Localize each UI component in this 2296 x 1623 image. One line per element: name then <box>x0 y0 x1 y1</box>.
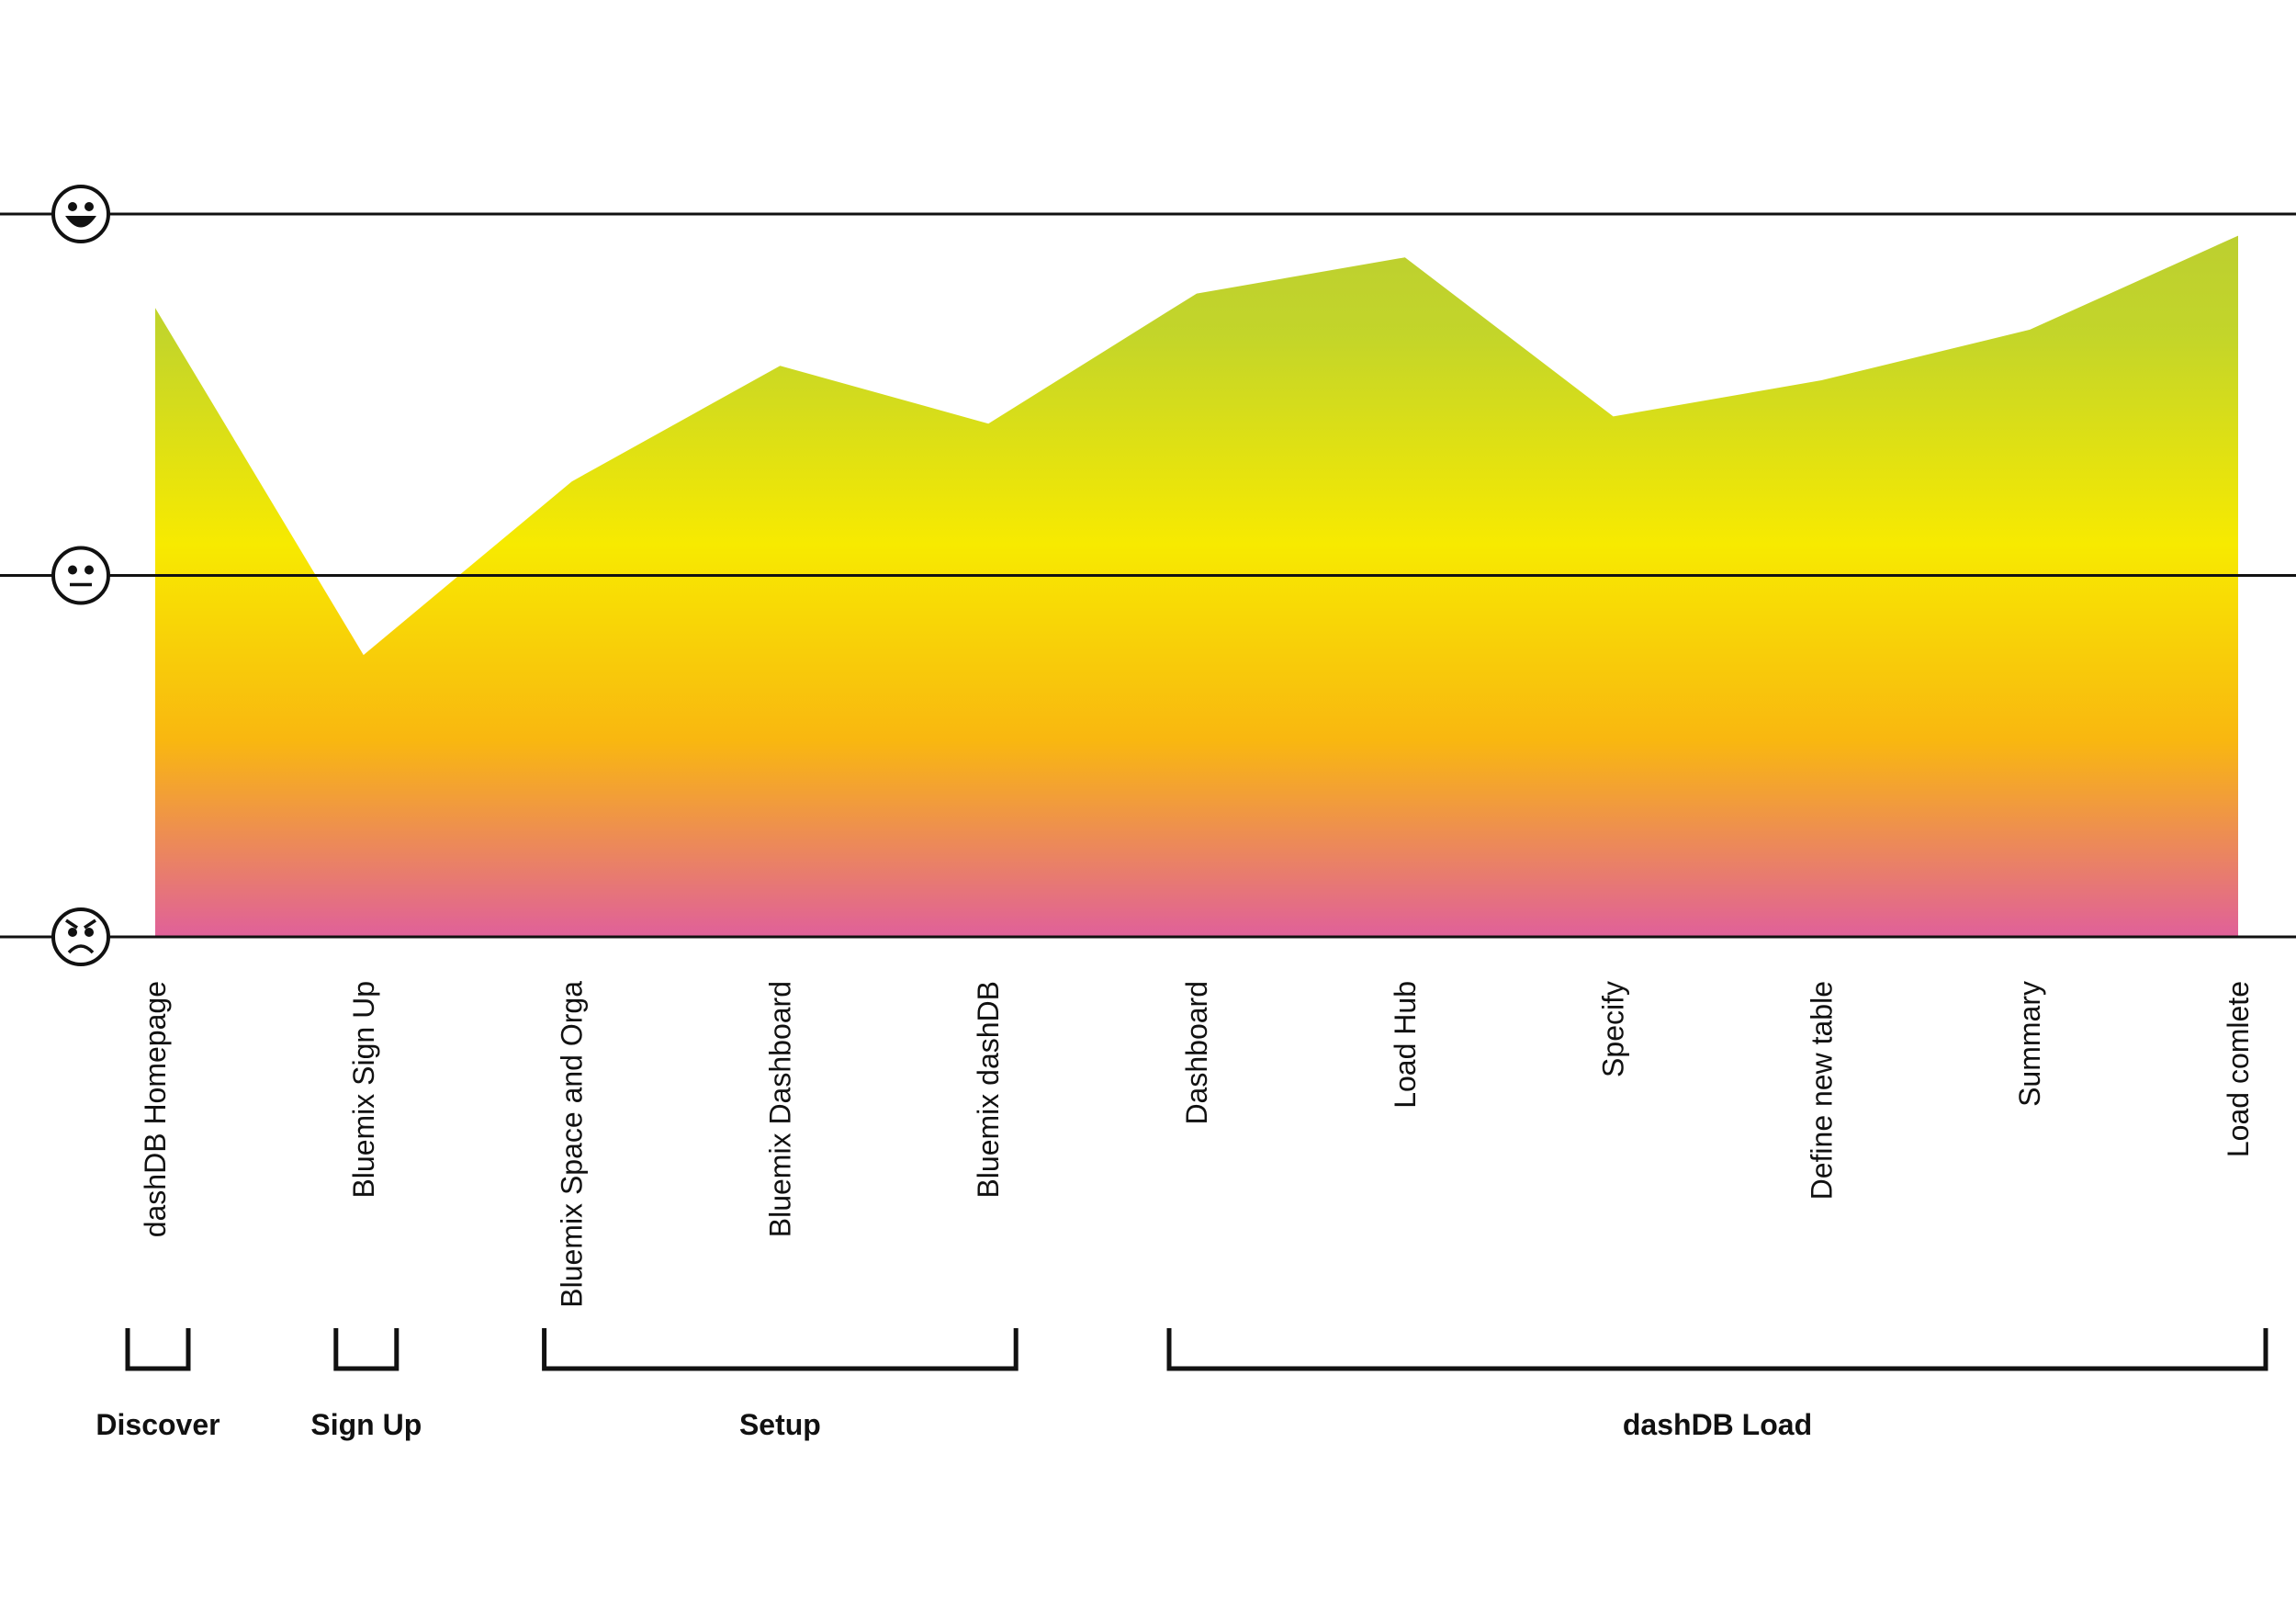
phase-bracket <box>1166 1328 2268 1371</box>
step-label: Bluemix Space and Orga <box>556 981 589 1308</box>
step-label: Specify <box>1597 981 1630 1077</box>
angry-face-icon <box>51 907 110 966</box>
phase-groups: Discover Sign Up Setup dashDB Load <box>96 1328 2268 1441</box>
step-label: Bluemix Dashboard <box>763 981 796 1237</box>
area-layer <box>155 235 2238 937</box>
level-lines <box>0 212 2296 939</box>
neutral-face-icon <box>51 546 110 605</box>
step-label: Load Hub <box>1389 981 1422 1109</box>
happy-face-icon <box>51 185 110 243</box>
phase-bracket <box>125 1328 191 1371</box>
level-icons <box>51 185 110 966</box>
satisfaction-area <box>155 235 2238 937</box>
phase-label: Discover <box>96 1408 219 1441</box>
step-label: Bluemix Sign Up <box>347 981 380 1199</box>
step-label: Define new table <box>1805 981 1838 1200</box>
step-labels: dashDB Homepage Bluemix Sign Up Bluemix Sp… <box>139 981 2255 1308</box>
step-label: Load comlete <box>2222 981 2255 1157</box>
phase-label: dashDB Load <box>1623 1408 1812 1441</box>
step-label: Bluemix dashDB <box>972 981 1005 1199</box>
phase-group: Discover <box>96 1328 220 1441</box>
step-label: Summary <box>2013 981 2046 1107</box>
phase-group: Setup <box>542 1328 1019 1441</box>
phase-label: Setup <box>739 1408 821 1441</box>
phase-bracket <box>333 1328 400 1371</box>
phase-group: dashDB Load <box>1166 1328 2268 1441</box>
step-label: Dashboard <box>1180 981 1213 1125</box>
phase-bracket <box>542 1328 1019 1371</box>
step-label: dashDB Homepage <box>139 981 172 1237</box>
phase-group: Sign Up <box>310 1328 422 1441</box>
phase-label: Sign Up <box>310 1408 422 1441</box>
